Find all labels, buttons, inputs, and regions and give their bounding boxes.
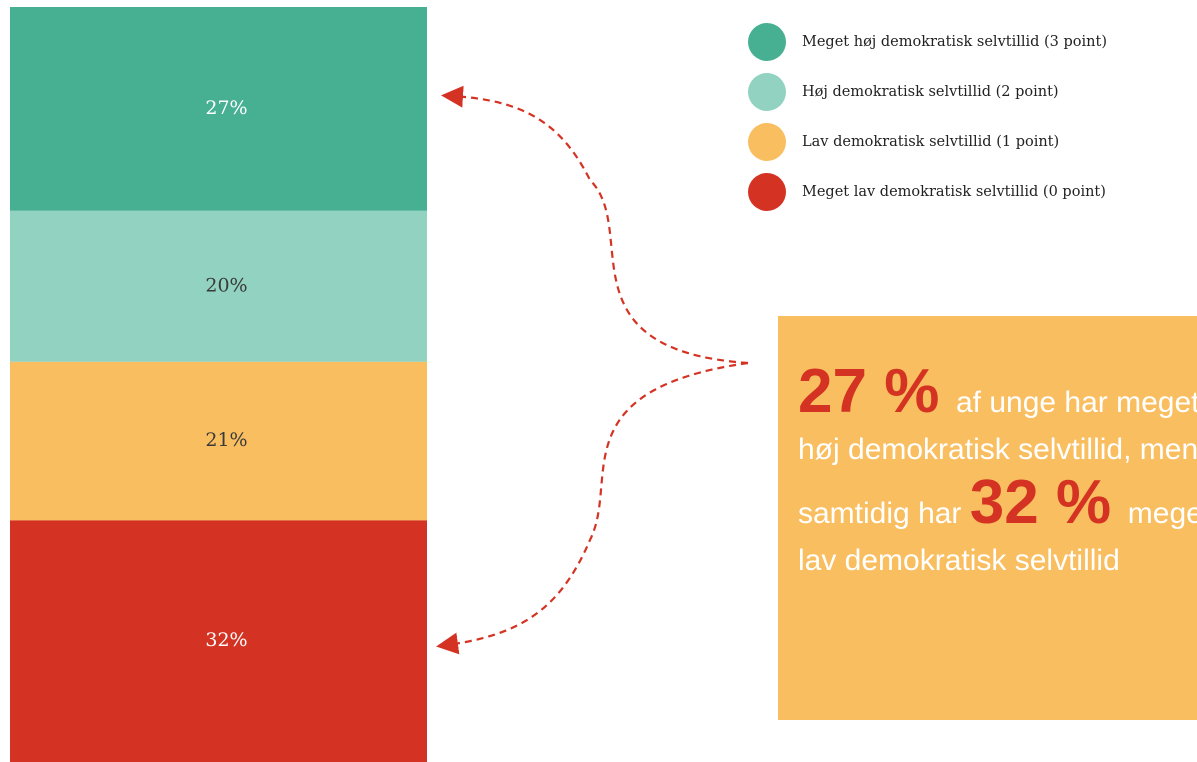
annotation-highlight: 27 % — [798, 357, 940, 426]
bar-segment — [10, 520, 427, 762]
legend-label: Høj demokratisk selvtillid (2 point) — [802, 84, 1059, 100]
legend-label: Lav demokratisk selvtillid (1 point) — [802, 134, 1059, 150]
value-label: 27% — [205, 97, 247, 119]
annotation-highlight: 32 % — [969, 468, 1112, 537]
arrow-top — [441, 85, 749, 365]
legend-swatch — [748, 73, 786, 111]
legend-swatch — [748, 23, 786, 61]
legend-swatch — [748, 123, 786, 161]
annotation: meget lav demokratisk selvtillid — [798, 497, 1197, 577]
bar-segment — [10, 361, 427, 521]
value-label: 21% — [205, 429, 247, 451]
legend-label: Meget lav demokratisk selvtillid (0 poin… — [802, 184, 1106, 200]
annotation: af unge har meget høj demokratisk selvti… — [798, 386, 1197, 530]
bar-segment — [10, 7, 427, 211]
arrow-bottom — [436, 361, 749, 655]
annotation: har — [918, 497, 962, 530]
legend-label: Meget høj demokratisk selvtillid (3 poin… — [802, 34, 1107, 50]
legend-swatch — [748, 173, 786, 211]
value-label: 32% — [205, 629, 247, 651]
bar-segment — [10, 210, 427, 362]
value-label: 20% — [205, 274, 247, 296]
annotation-box: 27 % af unge har meget høj demokratisk s… — [778, 316, 1197, 720]
annotation-text: 27 % af unge har meget høj demokratisk s… — [798, 361, 1197, 584]
